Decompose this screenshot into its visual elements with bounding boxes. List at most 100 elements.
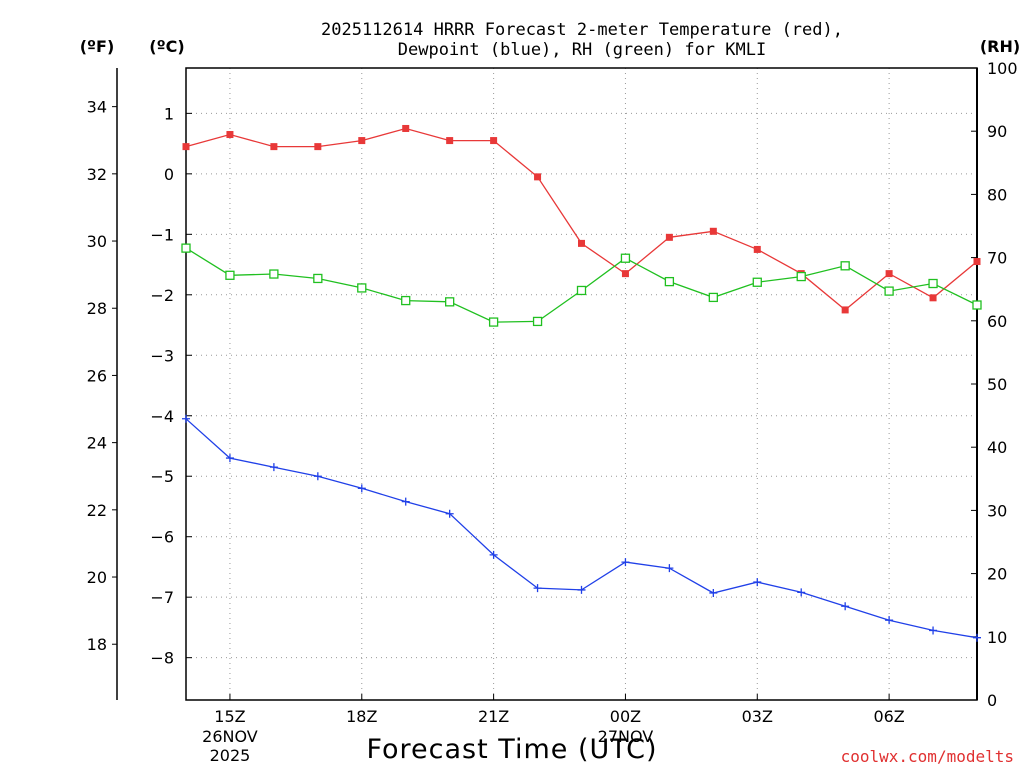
fahrenheit-tick-label: 34 bbox=[87, 98, 107, 117]
data-point bbox=[709, 588, 718, 597]
rh-tick-label: 30 bbox=[987, 501, 1007, 520]
data-point bbox=[840, 261, 850, 271]
data-point bbox=[313, 472, 322, 481]
data-point bbox=[709, 227, 717, 235]
fahrenheit-tick-label: 32 bbox=[87, 165, 107, 184]
celsius-tick-label: 1 bbox=[164, 104, 174, 123]
fahrenheit-tick-label: 30 bbox=[87, 232, 107, 251]
data-point bbox=[533, 584, 542, 593]
data-point bbox=[797, 588, 806, 597]
data-point bbox=[401, 295, 411, 306]
data-point bbox=[358, 137, 366, 145]
data-point bbox=[182, 414, 190, 423]
rh-tick-label: 0 bbox=[987, 691, 997, 710]
data-point bbox=[885, 616, 894, 625]
data-point bbox=[269, 269, 279, 279]
celsius-tick-label: −1 bbox=[150, 225, 174, 244]
rh-tick-label: 50 bbox=[987, 375, 1007, 394]
data-point bbox=[357, 484, 366, 493]
data-series bbox=[181, 124, 982, 642]
credit-label: coolwx.com/modelts bbox=[841, 747, 1014, 766]
fahrenheit-tick-label: 28 bbox=[87, 299, 107, 318]
axes bbox=[112, 67, 978, 701]
x-tick-label: 06Z bbox=[873, 707, 904, 726]
fahrenheit-tick-label: 24 bbox=[87, 434, 107, 453]
x-tick-label: 03Z bbox=[742, 707, 773, 726]
celsius-tick-label: −8 bbox=[150, 649, 174, 668]
x-tick-date-label: 27NOV bbox=[598, 727, 654, 746]
x-tick-label: 18Z bbox=[346, 707, 377, 726]
data-point bbox=[532, 316, 543, 327]
data-point bbox=[226, 131, 234, 139]
celsius-unit-label: (ºC) bbox=[149, 37, 184, 56]
x-tick-date-label: 26NOV bbox=[202, 727, 258, 746]
chart-title-line-1: 2025112614 HRRR Forecast 2-meter Tempera… bbox=[321, 20, 843, 40]
data-point bbox=[928, 278, 938, 289]
fahrenheit-tick-label: 18 bbox=[87, 635, 107, 654]
series-line bbox=[185, 127, 978, 311]
data-point bbox=[269, 463, 278, 472]
fahrenheit-tick-label: 20 bbox=[87, 568, 107, 587]
rh-tick-label: 10 bbox=[987, 628, 1007, 647]
data-point bbox=[490, 137, 498, 145]
data-point bbox=[972, 300, 982, 310]
data-point bbox=[841, 306, 849, 314]
series-2-meter-temperature bbox=[182, 124, 981, 314]
data-point bbox=[578, 239, 585, 247]
data-point bbox=[225, 454, 234, 463]
rh-tick-label: 90 bbox=[987, 122, 1007, 141]
data-point bbox=[664, 276, 675, 287]
data-point bbox=[973, 258, 981, 266]
series-line bbox=[185, 418, 978, 639]
rh-tick-label: 80 bbox=[987, 185, 1007, 204]
data-point bbox=[621, 270, 629, 278]
celsius-tick-label: −7 bbox=[150, 588, 174, 607]
fahrenheit-tick-label: 22 bbox=[87, 501, 107, 520]
data-point bbox=[973, 633, 981, 642]
data-point bbox=[753, 578, 762, 587]
data-point bbox=[181, 243, 191, 253]
data-point bbox=[401, 497, 410, 506]
data-point bbox=[445, 509, 454, 518]
x-tick-label: 15Z bbox=[214, 707, 245, 726]
data-point bbox=[357, 283, 367, 293]
celsius-tick-label: 0 bbox=[164, 165, 174, 184]
rh-unit-label: (RH) bbox=[980, 37, 1020, 56]
celsius-tick-label: −3 bbox=[150, 346, 174, 365]
x-axis-title: Forecast Time (UTC) bbox=[366, 734, 657, 765]
data-point bbox=[621, 558, 630, 567]
data-point bbox=[884, 286, 894, 296]
rh-tick-label: 60 bbox=[987, 312, 1007, 331]
rh-tick-label: 70 bbox=[987, 249, 1007, 268]
data-point bbox=[446, 137, 454, 145]
data-point bbox=[576, 285, 587, 296]
chart-title-line-2: Dewpoint (blue), RH (green) for KMLI bbox=[398, 40, 766, 60]
series-rh bbox=[181, 243, 982, 327]
celsius-tick-label: −2 bbox=[150, 286, 174, 305]
plot-frame bbox=[185, 67, 978, 701]
data-point bbox=[708, 292, 718, 303]
data-point bbox=[929, 294, 937, 302]
rh-tick-label: 20 bbox=[987, 565, 1007, 584]
x-tick-label: 21Z bbox=[478, 707, 509, 726]
rh-tick-label: 40 bbox=[987, 438, 1007, 457]
data-point bbox=[182, 143, 190, 151]
data-point bbox=[796, 271, 806, 282]
data-point bbox=[841, 602, 850, 611]
data-point bbox=[489, 550, 498, 559]
celsius-tick-label: −6 bbox=[150, 528, 174, 547]
data-point bbox=[313, 273, 323, 284]
series-line bbox=[185, 247, 978, 323]
fahrenheit-tick-label: 26 bbox=[87, 366, 107, 385]
x-tick-date-label: 2025 bbox=[210, 746, 251, 765]
data-point bbox=[402, 124, 410, 132]
grid-lines bbox=[186, 68, 977, 700]
data-point bbox=[929, 626, 938, 635]
tick-labels: 34323028262422201810−1−2−3−4−5−6−7−81009… bbox=[87, 59, 1018, 765]
celsius-tick-label: −5 bbox=[150, 467, 174, 486]
data-point bbox=[620, 253, 631, 263]
data-point bbox=[314, 143, 322, 151]
x-tick-label: 00Z bbox=[610, 707, 641, 726]
celsius-tick-label: −4 bbox=[150, 407, 174, 426]
